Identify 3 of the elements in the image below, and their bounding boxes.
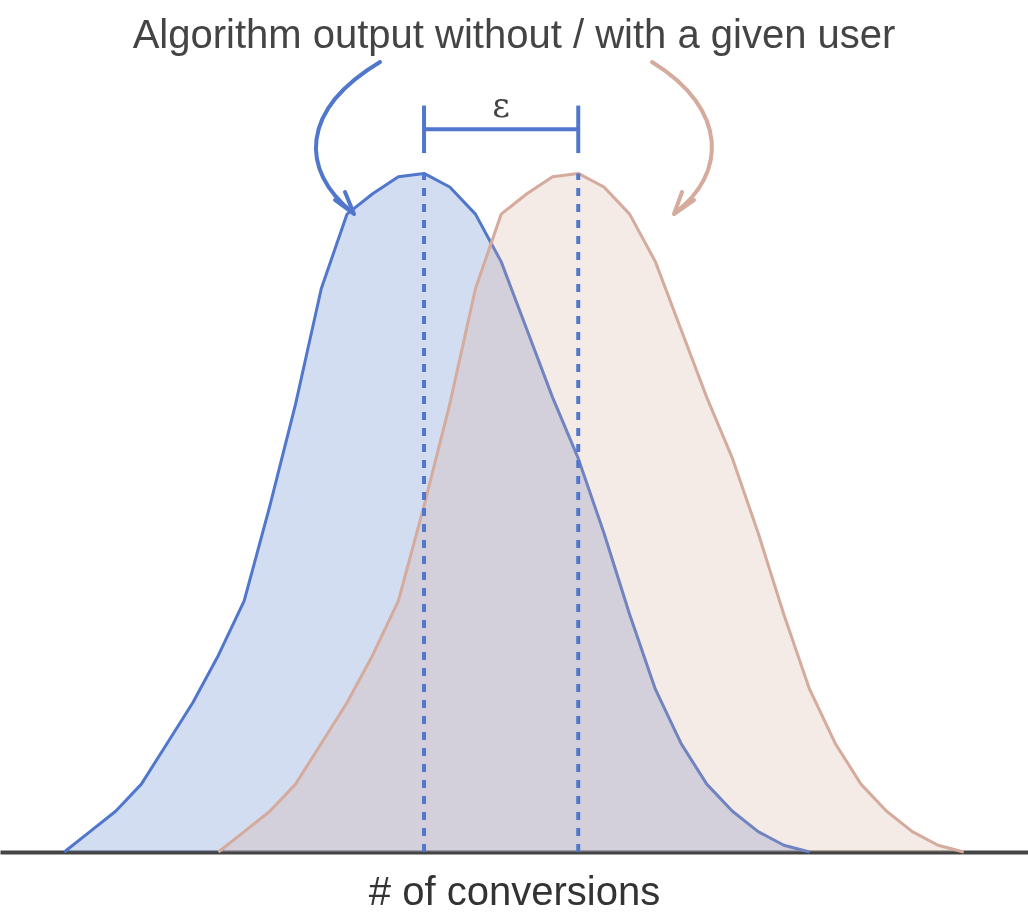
chart-title: Algorithm output without / with a given user <box>132 12 896 56</box>
text: ε <box>492 85 510 126</box>
x-axis-title: # of conversions <box>368 868 661 913</box>
